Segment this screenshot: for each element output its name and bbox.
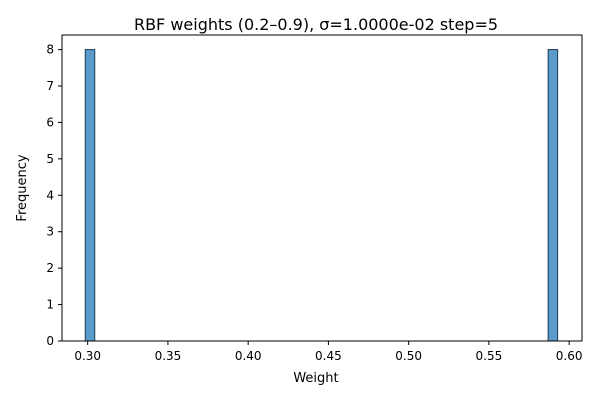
y-tick-label: 3: [46, 225, 54, 239]
x-axis-label: Weight: [293, 371, 338, 386]
y-tick-label: 5: [46, 152, 54, 166]
y-tick-label: 8: [46, 43, 54, 57]
y-axis-label: Frequency: [15, 154, 30, 221]
y-tick-label: 1: [46, 298, 54, 312]
y-tick-label: 0: [46, 334, 54, 348]
x-axis-ticks: 0.30 0.35 0.40 0.45 0.50 0.55 0.60: [74, 341, 583, 363]
x-tick-label: 0.60: [556, 349, 583, 363]
x-tick-label: 0.40: [235, 349, 262, 363]
x-tick-label: 0.45: [315, 349, 342, 363]
y-tick-label: 7: [46, 79, 54, 93]
y-tick-label: 6: [46, 115, 54, 129]
y-tick-label: 2: [46, 261, 54, 275]
x-tick-label: 0.50: [395, 349, 422, 363]
chart-title: RBF weights (0.2–0.9), σ=1.0000e-02 step…: [134, 15, 498, 34]
plot-frame: [61, 34, 583, 342]
histogram-bar-1: [84, 49, 96, 342]
histogram-bar-2: [547, 49, 559, 342]
x-tick-label: 0.55: [476, 349, 503, 363]
x-tick-label: 0.30: [74, 349, 101, 363]
x-tick-label: 0.35: [155, 349, 182, 363]
y-tick-label: 4: [46, 188, 54, 202]
bars-group: [84, 49, 559, 342]
y-axis-ticks: 0 1 2 3 4 5 6 7 8: [46, 43, 62, 348]
